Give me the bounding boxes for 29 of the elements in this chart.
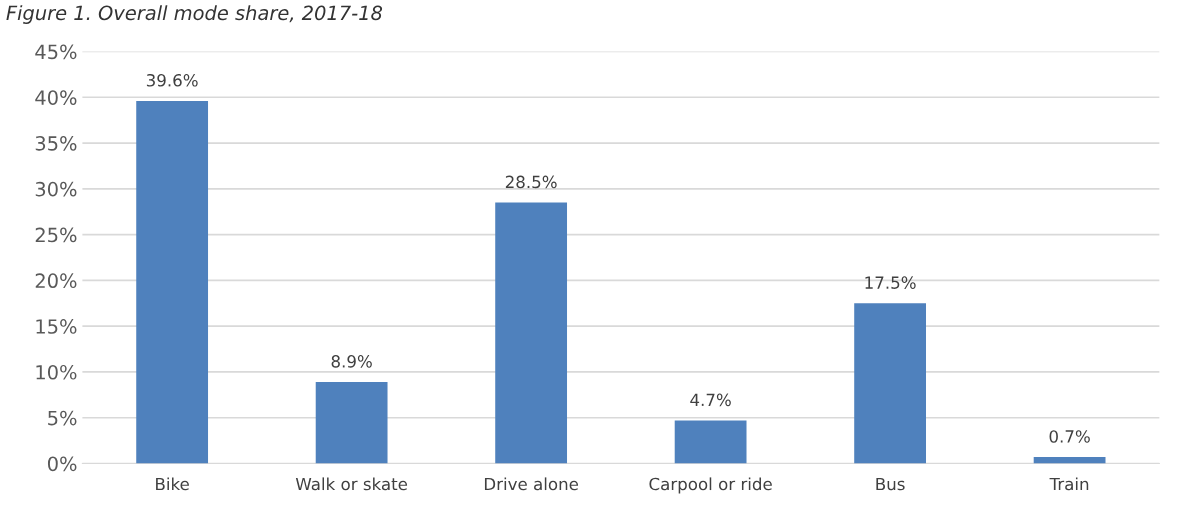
y-tick-label: 20% (35, 273, 77, 289)
bar (854, 303, 926, 464)
bar (674, 420, 747, 464)
y-tick-label: 5% (48, 410, 77, 426)
bar (315, 382, 388, 464)
bar (1033, 457, 1106, 464)
y-tick-label: 45% (35, 44, 77, 60)
y-tick-label: 15% (36, 319, 77, 334)
data-label: 17.5% (865, 276, 916, 289)
bar (136, 100, 209, 464)
data-label: 8.9% (331, 355, 372, 368)
y-tick-label: 10% (36, 364, 77, 380)
y-tick-label: 40% (35, 90, 77, 105)
data-label: 39.6% (146, 73, 198, 87)
bar (495, 202, 568, 464)
x-tick-label: Carpool or ride (649, 477, 772, 494)
x-tick-label: Train (1049, 477, 1089, 491)
chart-title: Figure 1. Overall mode share, 2017-18 (6, 5, 383, 24)
data-label: 4.7% (690, 393, 731, 407)
x-tick-label: Bike (156, 477, 189, 491)
data-label: 28.5% (505, 175, 557, 189)
x-tick-label: Bus (876, 477, 905, 491)
x-tick-label: Drive alone (484, 477, 579, 491)
y-tick-label: 25% (35, 227, 77, 243)
y-tick-label: 35% (35, 136, 77, 151)
data-label: 0.7% (1049, 430, 1090, 443)
y-tick-label: 30% (35, 181, 77, 197)
x-tick-label: Walk or skate (295, 477, 408, 491)
y-tick-label: 0% (47, 456, 77, 472)
